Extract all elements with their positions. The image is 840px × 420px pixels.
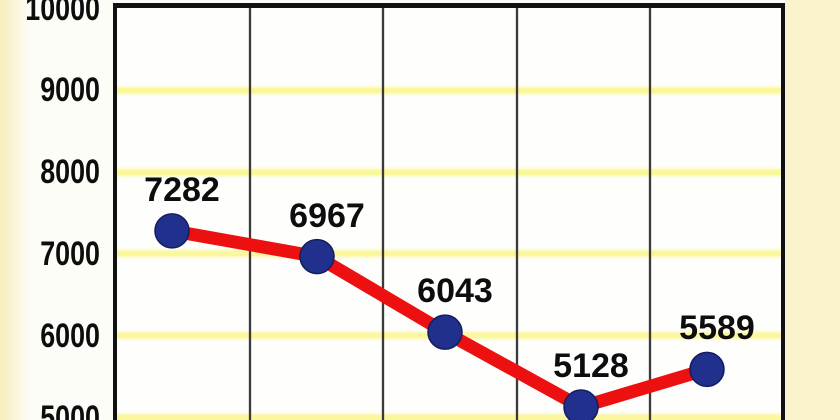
- y-tick-label-9000: 9000: [40, 71, 100, 110]
- left-edge-gradient: [0, 0, 30, 420]
- data-label-5589: 5589: [679, 309, 755, 348]
- h-gridline-7000: [117, 251, 781, 257]
- data-label-6967: 6967: [289, 196, 365, 235]
- data-label-6043: 6043: [417, 272, 493, 311]
- data-point-7282: [154, 213, 190, 249]
- v-gridline-1: [249, 8, 251, 420]
- plot-area: [113, 3, 785, 420]
- y-tick-label-7000: 7000: [40, 234, 100, 273]
- v-gridline-2: [382, 8, 384, 420]
- h-gridline-9000: [117, 87, 781, 93]
- v-gridline-4: [649, 8, 651, 420]
- y-tick-label-10000: 10000: [25, 0, 100, 28]
- data-point-5128: [563, 389, 599, 420]
- data-point-6967: [299, 238, 335, 275]
- data-label-7282: 7282: [144, 170, 220, 209]
- data-label-5128: 5128: [553, 347, 629, 386]
- h-gridline-8000: [117, 169, 781, 175]
- y-tick-label-6000: 6000: [40, 316, 100, 355]
- y-tick-label-8000: 8000: [40, 153, 100, 192]
- v-gridline-3: [516, 8, 518, 420]
- data-point-6043: [427, 314, 463, 350]
- data-point-5589: [689, 351, 725, 388]
- h-gridline-5000: [117, 415, 781, 420]
- y-tick-label-5000: 5000: [40, 398, 100, 420]
- right-margin-panel: [785, 0, 840, 420]
